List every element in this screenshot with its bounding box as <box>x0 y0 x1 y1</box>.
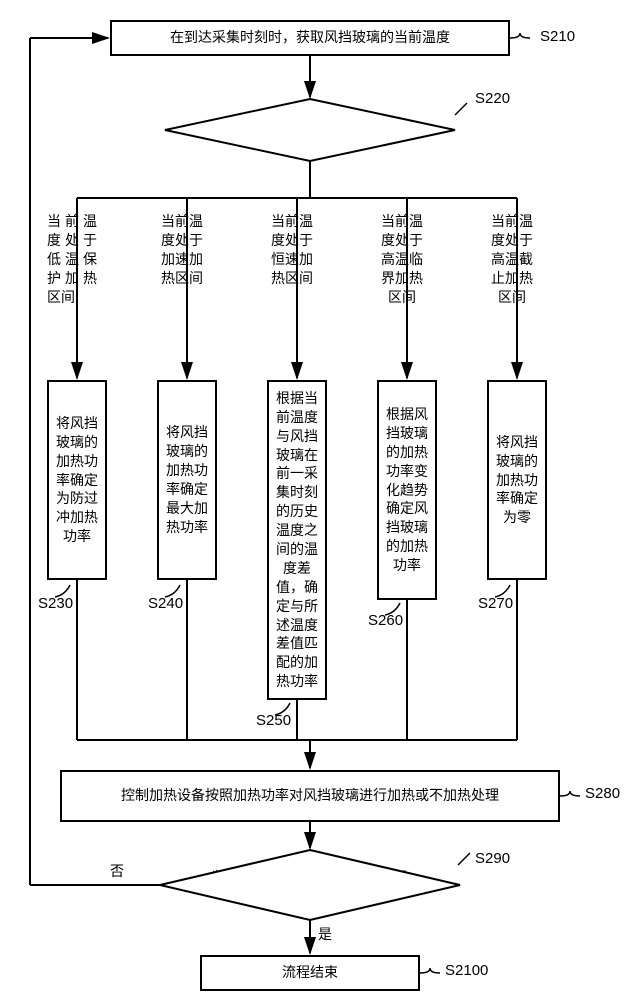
branch-label-4: 当前温度处于高温临界加热区间 <box>377 212 427 306</box>
step-s220-text: 判断当前温度所处的加热区间 <box>200 121 420 140</box>
step-s2100-text: 流程结束 <box>282 963 338 983</box>
tag-s290: S290 <box>475 850 510 867</box>
step-s270: 将风挡玻璃的加热功率确定为零 <box>487 380 547 580</box>
branch-label-3: 当前温度处于恒速加热区间 <box>267 212 317 288</box>
step-s260: 根据风挡玻璃的加热功率变化趋势确定风挡玻璃的加热功率 <box>377 380 437 600</box>
tag-s230: S230 <box>38 595 73 612</box>
step-s210-text: 在到达采集时刻时，获取风挡玻璃的当前温度 <box>170 28 450 48</box>
step-s2100: 流程结束 <box>200 955 420 991</box>
step-s290-text: 判断风挡玻璃的预设加热功能是否关闭 <box>210 868 410 906</box>
tag-s250: S250 <box>256 712 291 729</box>
tag-s240: S240 <box>148 595 183 612</box>
step-s230: 将风挡玻璃的加热功率确定为防过冲加热功率 <box>47 380 107 580</box>
tag-s280: S280 <box>585 785 620 802</box>
branch-label-5: 当前温度处于高温截止加热区间 <box>487 212 537 306</box>
tag-s2100: S2100 <box>445 962 488 979</box>
label-no: 否 <box>110 862 124 880</box>
tag-s260: S260 <box>368 612 403 629</box>
step-s240: 将风挡玻璃的加热功率确定最大加热功率 <box>157 380 217 580</box>
step-s280: 控制加热设备按照加热功率对风挡玻璃进行加热或不加热处理 <box>60 770 560 822</box>
step-s210: 在到达采集时刻时，获取风挡玻璃的当前温度 <box>110 20 510 56</box>
label-yes: 是 <box>318 925 332 943</box>
tag-s210: S210 <box>540 28 575 45</box>
branch-label-1: 当前温度处于低温保护加热区间 <box>47 212 97 306</box>
step-s250: 根据当前温度与风挡玻璃在前一采集时刻的历史温度之间的温度差值，确定与所述温度差值… <box>267 380 327 700</box>
tag-s220: S220 <box>475 90 510 107</box>
tag-s270: S270 <box>478 595 513 612</box>
step-s280-text: 控制加热设备按照加热功率对风挡玻璃进行加热或不加热处理 <box>121 786 499 806</box>
branch-label-2: 当前温度处于加速加热区间 <box>157 212 207 288</box>
